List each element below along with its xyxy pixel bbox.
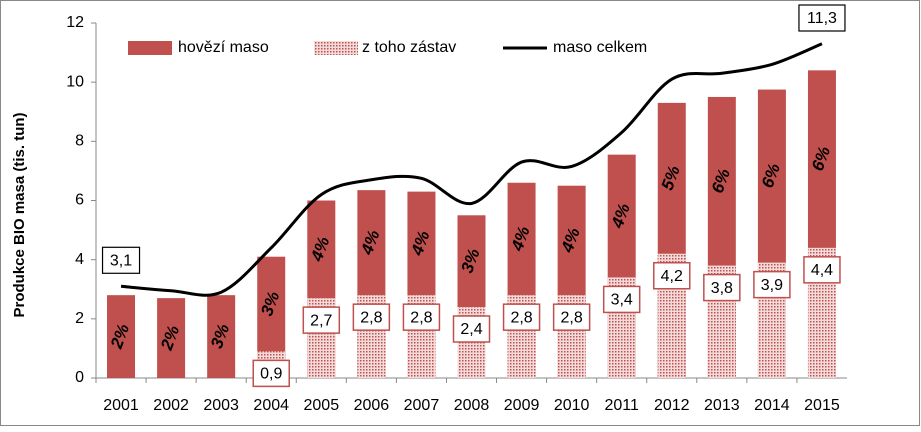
value-label-box [753,270,791,299]
y-tick-label: 2 [75,310,84,327]
x-tick-label: 2004 [253,397,289,414]
x-tick-label: 2011 [604,397,639,414]
value-label-box [452,315,491,343]
value-label: 2,8 [410,309,432,326]
x-tick-label: 2001 [103,397,139,414]
y-tick-label: 10 [66,73,84,90]
bar [207,295,236,378]
value-label-box [101,246,141,274]
x-tick-label: 2014 [754,397,790,414]
y-tick-label: 8 [75,133,84,150]
x-tick-label: 2002 [153,397,189,414]
value-label-box [653,262,691,290]
value-label: 2,8 [510,309,532,326]
legend-label: z toho zástav [362,39,456,56]
x-tick-label: 2015 [804,397,840,414]
value-label: 4,2 [661,268,683,285]
value-label-box [302,306,341,334]
bar [107,295,136,378]
value-label-box [602,285,641,314]
x-tick-label: 2009 [504,397,540,414]
legend-label: maso celkem [553,39,647,56]
value-label: 2,8 [561,309,583,326]
value-label-box [798,4,846,32]
value-label-box [352,303,391,331]
value-label: 0,9 [260,366,282,383]
legend-swatch [314,41,358,55]
value-label: 4,4 [811,262,833,279]
y-tick-label: 0 [75,369,84,386]
y-tick-label: 6 [75,192,84,209]
x-tick-label: 2012 [654,397,690,414]
y-axis-label: Produkce BIO masa (tis. tun) [11,112,28,317]
value-label: 3,8 [711,280,733,297]
value-label: 11,3 [807,10,837,27]
bar [157,298,186,378]
y-tick-label: 12 [66,14,84,31]
y-tick-label: 4 [75,251,84,268]
value-label-box [803,256,841,284]
x-tick-label: 2005 [304,397,340,414]
value-label-box [402,303,441,331]
value-label-box [252,359,290,388]
x-tick-label: 2006 [354,397,390,414]
value-label: 2,8 [360,309,382,326]
x-tick-label: 2010 [554,397,590,414]
x-tick-label: 2008 [454,397,490,414]
legend-label: hovězí maso [178,39,269,56]
value-label: 2,7 [310,312,332,329]
legend-swatch [128,41,172,55]
value-label: 2,4 [460,321,482,338]
value-label: 3,1 [110,253,132,270]
value-label-box [552,303,591,331]
x-tick-label: 2013 [704,397,740,414]
x-tick-label: 2007 [404,397,440,414]
line [120,42,823,297]
value-label-box [703,273,741,302]
value-label: 3,9 [761,277,783,294]
x-tick-label: 2003 [203,397,239,414]
value-label: 3,4 [611,292,633,309]
value-label-box [502,303,541,331]
